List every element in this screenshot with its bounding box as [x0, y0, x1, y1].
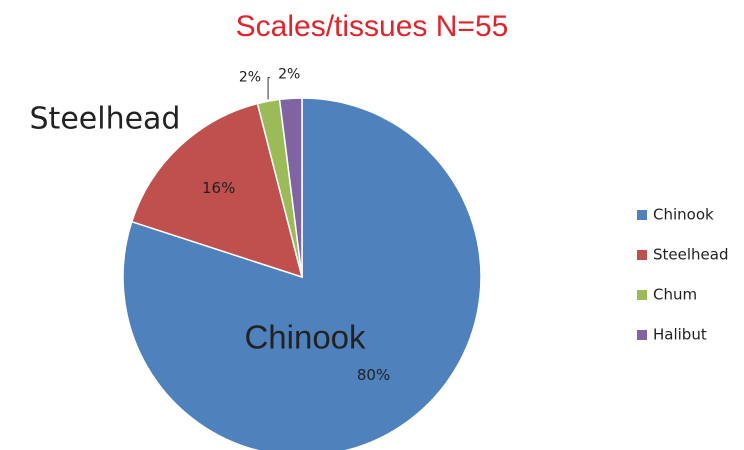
legend-label: Steelhead — [653, 246, 728, 264]
pie-slice — [130, 102, 304, 279]
data-label: 80% — [357, 366, 390, 384]
data-label: 16% — [202, 179, 235, 197]
legend-swatch — [637, 250, 647, 260]
legend-label: Chinook — [653, 206, 714, 224]
annotation: Steelhead — [30, 102, 181, 137]
annotation: Chinook — [244, 319, 366, 356]
legend-label: Halibut — [653, 326, 707, 344]
leader-line — [267, 77, 270, 100]
legend-swatch — [637, 330, 647, 340]
pie-slice — [278, 97, 303, 278]
data-label: 2% — [278, 66, 300, 82]
legend-label: Chum — [653, 286, 697, 304]
legend-swatch — [637, 290, 647, 300]
chart-title: Scales/tissues N=55 — [236, 10, 509, 43]
legend-swatch — [637, 210, 647, 220]
data-label: 2% — [239, 70, 261, 86]
pie-slice — [122, 97, 482, 450]
